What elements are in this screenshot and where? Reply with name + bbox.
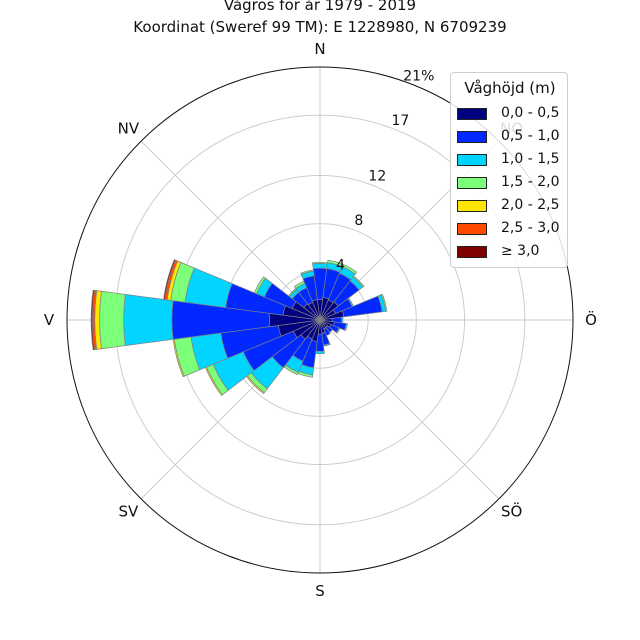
legend-label: 1,5 - 2,0 — [501, 174, 560, 190]
rose-bars — [90, 259, 388, 397]
radial-tick-label: 17 — [391, 113, 409, 129]
legend-label: 2,0 - 2,5 — [501, 197, 560, 213]
legend-swatch — [457, 246, 487, 258]
rose-bar-segment — [335, 327, 341, 334]
chart-subtitle: Koordinat (Sweref 99 TM): E 1228980, N 6… — [133, 18, 507, 36]
grid-spoke — [140, 140, 321, 321]
rose-bar-segment — [90, 289, 95, 351]
legend-swatch — [457, 200, 487, 212]
grid-spoke — [319, 319, 500, 500]
radial-tick-label: 4 — [336, 257, 345, 273]
legend-item: 1,0 - 1,5 — [457, 151, 567, 171]
direction-label: Ö — [585, 310, 597, 329]
legend-item: 2,0 - 2,5 — [457, 197, 567, 217]
legend-item: 1,5 - 2,0 — [457, 174, 567, 194]
legend-label: 1,0 - 1,5 — [501, 151, 560, 167]
rose-bar-segment — [163, 259, 176, 300]
legend-item: ≥ 3,0 — [457, 243, 567, 263]
radial-tick-label: 12 — [368, 168, 386, 184]
rose-bar-segment — [300, 269, 314, 275]
rose-bar-segment — [312, 263, 328, 270]
legend-item: 2,5 - 3,0 — [457, 220, 567, 240]
rose-bar-segment — [352, 275, 365, 288]
rose-bar-segment — [123, 293, 174, 347]
rose-bar-segment — [253, 276, 267, 295]
rose-bar-segment — [99, 290, 126, 350]
legend-label: 0,0 - 0,5 — [501, 105, 560, 121]
direction-label: V — [44, 311, 55, 329]
rose-bar-segment — [344, 323, 348, 332]
legend-swatch — [457, 131, 487, 143]
rose-bar-segment — [341, 263, 358, 275]
direction-label: S — [315, 582, 325, 600]
rose-bar-segment — [380, 293, 388, 312]
rose-bar-segment — [341, 316, 344, 324]
legend-label: ≥ 3,0 — [501, 243, 540, 259]
rose-bar-segment — [312, 261, 328, 265]
rose-bar-segment — [315, 350, 325, 355]
direction-label: SV — [118, 503, 139, 521]
chart-title: Vågros för år 1979 - 2019 — [223, 0, 417, 14]
polar-frame — [66, 66, 574, 574]
legend-swatch — [457, 177, 487, 189]
legend-item: 0,5 - 1,0 — [457, 128, 567, 148]
radial-tick-labels: 4 8 12 17 21% — [336, 68, 434, 273]
radial-tick-label: 21% — [403, 68, 434, 84]
legend-swatch — [457, 108, 487, 120]
legend-label: 2,5 - 3,0 — [501, 220, 560, 236]
legend-swatch — [457, 154, 487, 166]
legend-label: 0,5 - 1,0 — [501, 128, 560, 144]
direction-label: NV — [118, 119, 140, 137]
radial-tick-label: 8 — [354, 213, 363, 229]
legend-swatch — [457, 223, 487, 235]
direction-label: N — [314, 40, 325, 58]
legend-item: 0,0 - 0,5 — [457, 105, 567, 125]
legend-title: Våghöjd (m) — [464, 79, 556, 97]
direction-label: SÖ — [501, 502, 522, 521]
legend: Våghöjd (m) 0,0 - 0,5 0,5 - 1,0 1,0 - 1,… — [450, 72, 568, 268]
